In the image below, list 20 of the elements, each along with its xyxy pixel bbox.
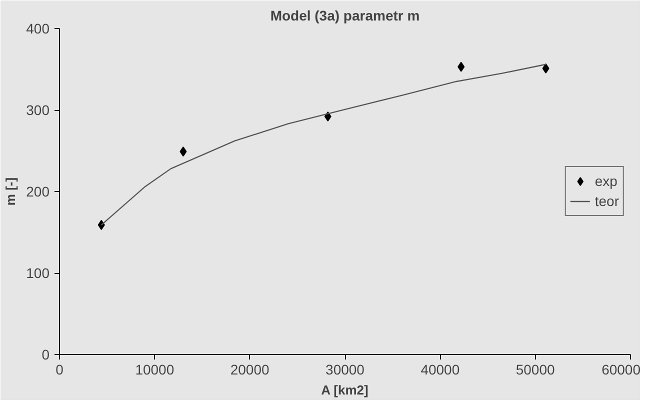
x-tick-label: 30000 <box>326 362 365 378</box>
point <box>458 62 465 72</box>
x-tick-label: 0 <box>56 362 64 378</box>
x-tick-label: 10000 <box>135 362 174 378</box>
y-tick-label: 100 <box>26 265 50 281</box>
x-tick-label: 40000 <box>420 362 460 378</box>
y-tick-label: 400 <box>26 20 50 36</box>
x-tick-label: 50000 <box>516 362 556 378</box>
chart-title: Model (3a) parametr m <box>270 8 420 24</box>
x-tick-label: 20000 <box>230 362 270 378</box>
y-tick-label: 0 <box>42 346 50 362</box>
legend-label: teor <box>594 193 619 209</box>
y-tick-label: 300 <box>26 102 50 118</box>
legend-label: exp <box>594 173 618 189</box>
point <box>180 146 187 157</box>
point <box>542 63 550 74</box>
x-tick-label: 60000 <box>602 362 641 378</box>
x-axis-title: A [km2] <box>321 382 368 398</box>
y-axis-title: m [-] <box>3 177 18 206</box>
y-tick-label: 200 <box>26 184 50 200</box>
